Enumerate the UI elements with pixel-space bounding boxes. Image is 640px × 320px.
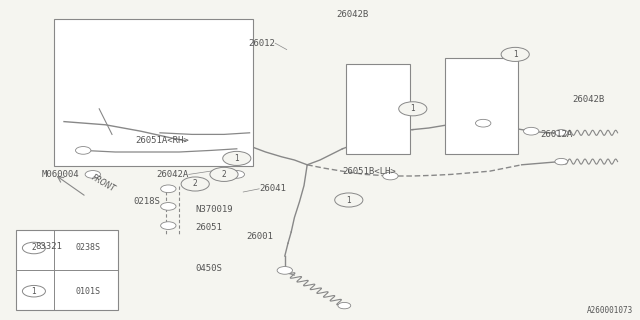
Circle shape: [161, 203, 176, 210]
Text: 1: 1: [31, 287, 36, 296]
Circle shape: [501, 47, 529, 61]
Bar: [16, 230, 118, 310]
Circle shape: [223, 151, 251, 165]
Circle shape: [22, 242, 45, 254]
Text: 26041: 26041: [259, 184, 286, 193]
Text: FRONT: FRONT: [90, 173, 116, 194]
Text: 1: 1: [513, 50, 518, 59]
Text: 2: 2: [193, 180, 198, 188]
Text: 1: 1: [410, 104, 415, 113]
Bar: [445, 58, 518, 154]
Circle shape: [229, 171, 244, 178]
Text: 0218S: 0218S: [134, 197, 161, 206]
Circle shape: [181, 177, 209, 191]
Circle shape: [277, 267, 292, 274]
Text: 26042A: 26042A: [157, 170, 189, 179]
Circle shape: [555, 130, 568, 136]
Circle shape: [85, 171, 100, 178]
Circle shape: [338, 302, 351, 309]
Text: 2: 2: [221, 170, 227, 179]
Text: 0101S: 0101S: [75, 287, 100, 296]
Text: 26001: 26001: [246, 232, 273, 241]
Circle shape: [161, 222, 176, 229]
Circle shape: [22, 285, 45, 297]
Text: A260001073: A260001073: [588, 306, 634, 315]
Circle shape: [335, 193, 363, 207]
Text: 83321: 83321: [35, 242, 62, 251]
Circle shape: [399, 102, 427, 116]
Text: 1: 1: [234, 154, 239, 163]
Circle shape: [555, 158, 568, 165]
Text: 26012A: 26012A: [541, 130, 573, 139]
Bar: [346, 64, 410, 154]
Text: 0238S: 0238S: [75, 244, 100, 252]
Circle shape: [476, 119, 491, 127]
Circle shape: [210, 167, 238, 181]
Circle shape: [76, 147, 91, 154]
Bar: [54, 19, 253, 166]
Text: 26051: 26051: [195, 223, 222, 232]
Circle shape: [232, 155, 248, 162]
Text: 26051B<LH>: 26051B<LH>: [342, 167, 396, 176]
Text: 26042B: 26042B: [573, 95, 605, 104]
Text: 1: 1: [346, 196, 351, 204]
Circle shape: [161, 185, 176, 193]
Circle shape: [383, 172, 398, 180]
Text: 0450S: 0450S: [195, 264, 222, 273]
Text: 26051A<RH>: 26051A<RH>: [135, 136, 189, 145]
Text: 26012: 26012: [248, 39, 275, 48]
Text: N370019: N370019: [195, 205, 233, 214]
Circle shape: [524, 127, 539, 135]
Text: M060004: M060004: [42, 170, 79, 179]
Text: 26042B: 26042B: [336, 10, 368, 19]
Text: 2: 2: [31, 244, 36, 252]
